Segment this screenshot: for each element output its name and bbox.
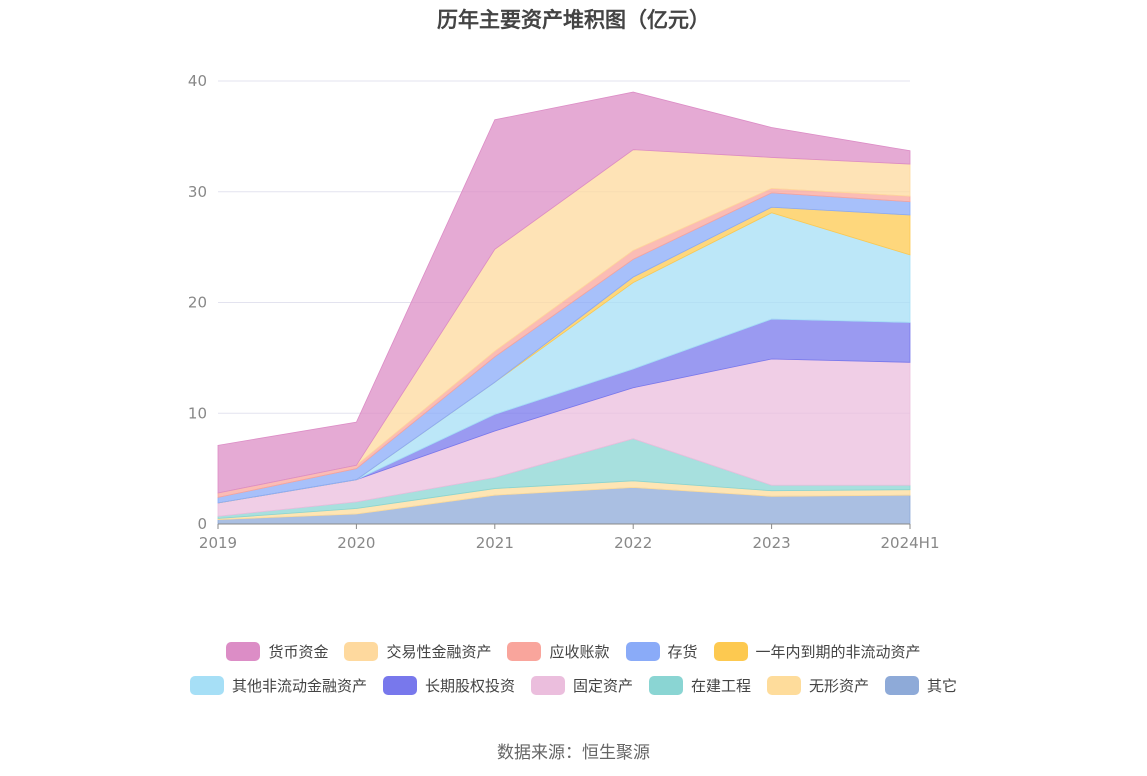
y-tick-label: 30: [188, 183, 207, 201]
legend-label: 应收账款: [549, 642, 610, 661]
legend-label: 交易性金融资产: [386, 642, 492, 661]
axes: 0 10 20 30 40 2019 2020 2021 2022 2023 2024H1: [188, 72, 940, 552]
legend-item[interactable]: 固定资产: [530, 675, 633, 696]
legend-swatch: [713, 641, 748, 661]
legend-swatch: [767, 675, 802, 695]
legend-label: 存货: [667, 642, 698, 661]
x-tick-label: 2022: [614, 534, 652, 552]
x-tick-label: 2020: [337, 534, 375, 552]
area-series: [217, 91, 911, 494]
legend-label: 其他非流动金融资产: [231, 676, 367, 695]
legend-swatch: [649, 675, 683, 695]
legend-label: 在建工程: [691, 676, 752, 695]
legend-item[interactable]: 其它: [885, 675, 957, 696]
legend-item[interactable]: 交易性金融资产: [344, 641, 491, 662]
legend-swatch: [382, 675, 417, 695]
legend: 货币资金 交易性金融资产 应收账款 存货 一年内到期的非流动资产 其他非流动金融资产 长期…: [0, 634, 1147, 702]
legend-row: 其他非流动金融资产 长期股权投资 固定资产 在建工程 无形资产 其它: [0, 668, 1147, 702]
legend-item[interactable]: 其他非流动金融资产: [189, 675, 367, 696]
y-tick-label: 0: [197, 515, 207, 533]
legend-item[interactable]: 货币资金: [226, 641, 328, 662]
x-tick-label: 2023: [753, 534, 791, 552]
legend-item[interactable]: 应收账款: [507, 641, 610, 662]
legend-item[interactable]: 存货: [625, 641, 698, 662]
y-tick-label: 20: [188, 294, 207, 312]
legend-swatch: [885, 675, 920, 695]
legend-label: 其它: [927, 676, 958, 695]
legend-row: 货币资金 交易性金融资产 应收账款 存货 一年内到期的非流动资产: [0, 634, 1147, 668]
legend-swatch: [226, 641, 261, 661]
chart-title: 历年主要资产堆积图（亿元）: [437, 8, 710, 32]
legend-item[interactable]: 长期股权投资: [382, 675, 515, 696]
legend-label: 货币资金: [268, 642, 329, 661]
legend-item[interactable]: 一年内到期的非流动资产: [713, 641, 921, 662]
legend-swatch: [530, 675, 565, 695]
legend-item[interactable]: 在建工程: [649, 675, 751, 696]
x-tick-label: 2024H1: [881, 534, 940, 552]
stacked-area-chart: 0 10 20 30 40 2019 2020 2021 2022 2023 2024H1: [188, 72, 940, 552]
legend-swatch: [507, 641, 542, 661]
x-tick-label: 2019: [199, 534, 237, 552]
legend-label: 固定资产: [572, 676, 633, 695]
area-series-layer: [217, 91, 911, 525]
y-tick-label: 10: [188, 404, 207, 422]
legend-label: 长期股权投资: [424, 676, 515, 695]
legend-label: 一年内到期的非流动资产: [755, 642, 921, 661]
legend-swatch: [625, 641, 660, 661]
legend-label: 无形资产: [809, 676, 870, 695]
x-tick-label: 2021: [476, 534, 514, 552]
legend-item[interactable]: 无形资产: [767, 675, 869, 696]
y-tick-label: 40: [188, 72, 207, 90]
legend-swatch: [189, 675, 224, 695]
source-note: 数据来源：恒生聚源: [497, 743, 650, 763]
legend-swatch: [344, 641, 379, 661]
